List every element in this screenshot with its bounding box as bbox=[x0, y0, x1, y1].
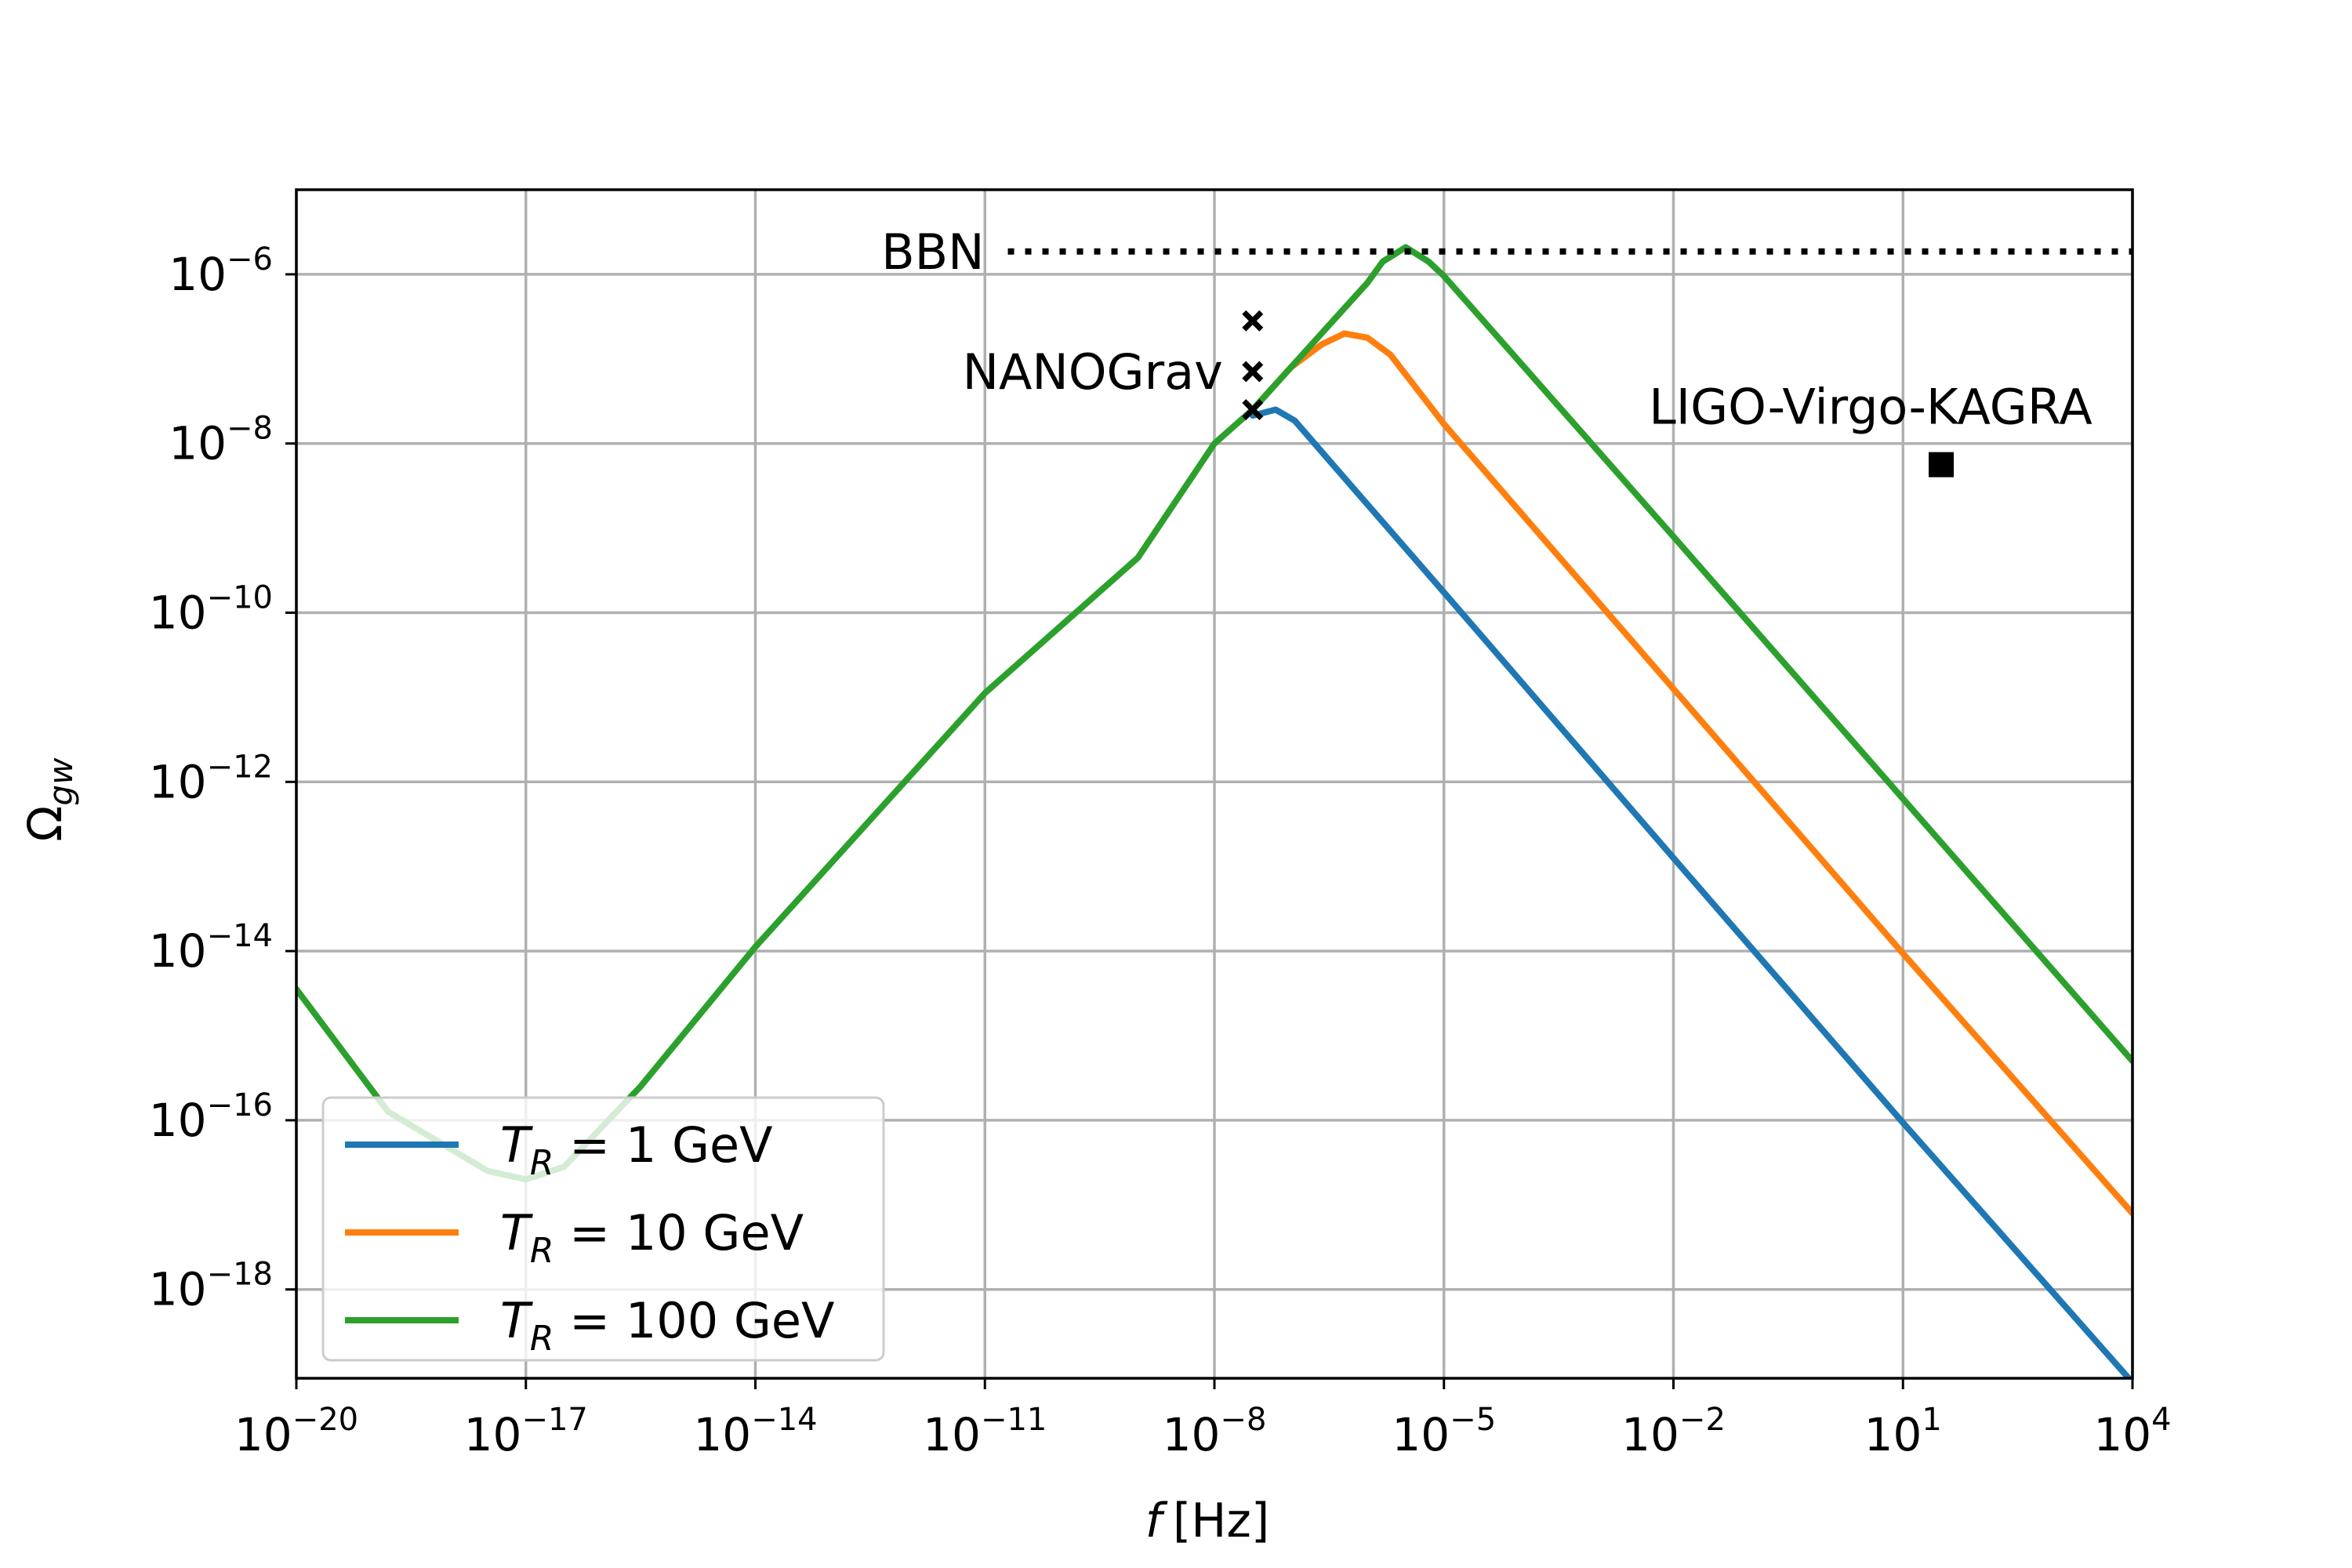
legend-label-2: TR = 10 GeV bbox=[500, 1204, 804, 1271]
legend-box bbox=[321, 1096, 885, 1362]
y-axis-sub: gw bbox=[42, 757, 80, 806]
y-tick-label: 10−16 bbox=[149, 1087, 273, 1147]
grid-lines bbox=[295, 190, 2134, 1378]
y-axis-base: Ω bbox=[18, 806, 73, 842]
y-tick-label: 10−10 bbox=[149, 580, 273, 640]
x-tick-label: 10−11 bbox=[923, 1402, 1047, 1461]
legend-label-1: TR = 1 GeV bbox=[500, 1116, 773, 1183]
legend: TR = 1 GeV TR = 10 GeV TR = 100 GeV bbox=[321, 1096, 885, 1362]
y-tick-label: 10−6 bbox=[169, 241, 273, 301]
annotations: BBN NANOGrav LIGO-Virgo-KAGRA bbox=[881, 223, 2132, 477]
legend-label-3: TR = 100 GeV bbox=[500, 1292, 834, 1359]
x-tick-label: 10−14 bbox=[693, 1402, 817, 1461]
ligo-label: LIGO-Virgo-KAGRA bbox=[1649, 379, 2092, 436]
nanograv-marker bbox=[1242, 310, 1264, 332]
x-axis-unit: [Hz] bbox=[1173, 1494, 1269, 1548]
x-tick-label: 10−20 bbox=[234, 1402, 358, 1461]
y-axis-label: Ωgw bbox=[18, 757, 80, 842]
x-axis-var: f bbox=[1145, 1494, 1168, 1548]
x-axis-ticks: 10−20 10−17 10−14 10−11 10−8 10−5 10−2 101 104 bbox=[234, 1378, 2172, 1461]
x-axis-label: f [Hz] bbox=[1145, 1494, 1270, 1548]
x-tick-label: 10−8 bbox=[1163, 1402, 1267, 1461]
y-tick-label: 10−14 bbox=[149, 918, 273, 978]
y-tick-label: 10−12 bbox=[149, 749, 273, 808]
series-line-2 bbox=[1249, 330, 2132, 1217]
bbn-label: BBN bbox=[881, 223, 984, 281]
x-tick-label: 10−5 bbox=[1392, 1402, 1496, 1461]
nanograv-marker bbox=[1242, 399, 1264, 421]
x-tick-label: 101 bbox=[1864, 1402, 1942, 1461]
nanograv-label: NANOGrav bbox=[963, 343, 1223, 401]
x-tick-label: 10−2 bbox=[1621, 1402, 1726, 1461]
series-line-1 bbox=[1249, 406, 2132, 1378]
ligo-marker bbox=[1929, 452, 1955, 477]
y-tick-label: 10−18 bbox=[149, 1257, 273, 1316]
x-tick-label: 104 bbox=[2093, 1402, 2171, 1461]
x-tick-label: 10−17 bbox=[464, 1402, 588, 1461]
y-tick-label: 10−8 bbox=[169, 411, 273, 470]
y-axis-ticks: 10−6 10−8 10−10 10−12 10−14 10−16 10−18 bbox=[149, 241, 296, 1316]
nanograv-marker bbox=[1242, 361, 1264, 383]
